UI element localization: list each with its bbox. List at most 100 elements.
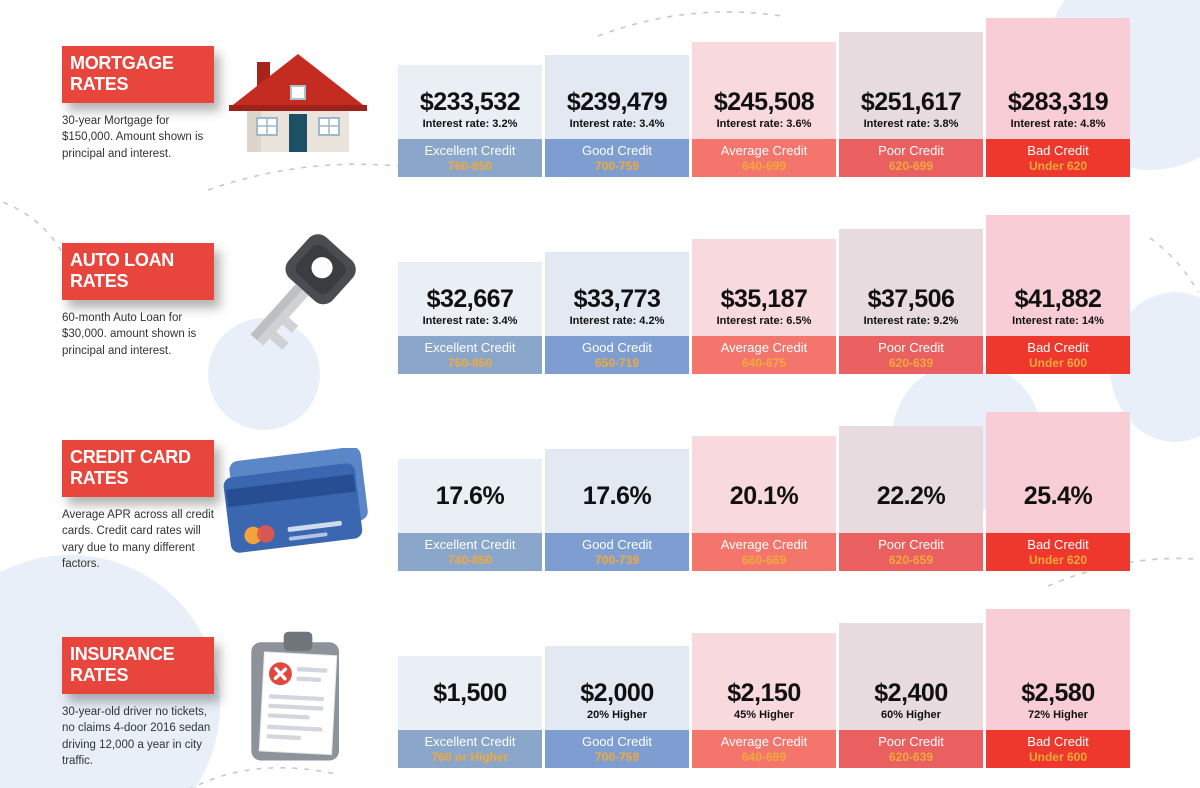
house-icon xyxy=(218,0,378,197)
rate-value: $33,773 xyxy=(573,285,661,313)
rate-column: 22.2% Poor Credit 620-659 xyxy=(839,426,983,571)
rate-column: 17.6% Good Credit 700-739 xyxy=(545,449,689,571)
rate-column: $251,617 Interest rate: 3.8% Poor Credit 62… xyxy=(839,32,983,177)
tier-range: 700-739 xyxy=(594,553,640,567)
rate-column: $283,319 Interest rate: 4.8% Bad Credit Und… xyxy=(986,18,1130,177)
rate-column: $41,882 Interest rate: 14% Bad Credit Under… xyxy=(986,215,1130,374)
row-title-box: Insurance Rates xyxy=(62,637,214,695)
rate-value: 25.4% xyxy=(1023,482,1093,510)
rate-columns: $1,500 Excellent Credit 760 or Higher $2,00… xyxy=(398,609,1130,768)
column-value-area: $1,500 xyxy=(398,656,542,730)
rate-value: $41,882 xyxy=(1014,285,1102,313)
rate-value: $2,150 xyxy=(727,679,801,707)
rate-value: 17.6% xyxy=(435,482,505,510)
tier-range: 700-759 xyxy=(594,159,640,173)
column-value-area: 22.2% xyxy=(839,426,983,533)
rate-row-mortgage: Mortgage Rates 30-year Mortgage for $150,… xyxy=(0,0,1200,197)
tier-range: 740-850 xyxy=(447,553,493,567)
tier-range: 650-719 xyxy=(594,356,640,370)
rate-subtext: 72% Higher xyxy=(1028,709,1088,721)
credit-tier-band: Good Credit 650-719 xyxy=(545,336,689,374)
tier-label: Excellent Credit xyxy=(424,340,516,355)
rate-subtext: Interest rate: 4.2% xyxy=(569,315,665,327)
tier-range: 640-675 xyxy=(741,356,787,370)
column-value-area: $2,400 60% Higher xyxy=(839,623,983,730)
rate-column: $33,773 Interest rate: 4.2% Good Credit 650… xyxy=(545,252,689,374)
credit-tier-band: Average Credit 640-699 xyxy=(692,730,836,768)
rate-row-auto-loan: Auto Loan Rates 60-month Auto Loan for $3… xyxy=(0,197,1200,394)
column-value-area: $2,000 20% Higher xyxy=(545,646,689,730)
rate-subtext: 20% Higher xyxy=(587,709,647,721)
column-value-area: $251,617 Interest rate: 3.8% xyxy=(839,32,983,139)
column-value-area: $2,150 45% Higher xyxy=(692,633,836,730)
tier-label: Excellent Credit xyxy=(424,734,516,749)
rate-value: $245,508 xyxy=(713,88,815,116)
tier-label: Good Credit xyxy=(581,537,653,552)
rate-subtext: 45% Higher xyxy=(734,709,794,721)
rate-subtext: Interest rate: 3.6% xyxy=(716,118,812,130)
column-value-area: 25.4% xyxy=(986,412,1130,533)
rate-subtext: Interest rate: 14% xyxy=(1012,315,1104,327)
row-title: Auto Loan Rates xyxy=(70,250,174,291)
tier-range: 760-850 xyxy=(447,356,493,370)
rate-value: $239,479 xyxy=(566,88,668,116)
tier-label: Average Credit xyxy=(720,143,808,158)
rate-subtext: Interest rate: 3.8% xyxy=(863,118,959,130)
credit-tier-band: Bad Credit Under 600 xyxy=(986,730,1130,768)
tier-range: Under 600 xyxy=(1028,356,1088,370)
rate-column: 17.6% Excellent Credit 740-850 xyxy=(398,459,542,571)
tier-range: 620-699 xyxy=(888,159,934,173)
row-info: Insurance Rates 30-year-old driver no tic… xyxy=(62,637,214,788)
tier-label: Average Credit xyxy=(720,340,808,355)
rate-subtext: Interest rate: 3.4% xyxy=(422,315,518,327)
column-value-area: $35,187 Interest rate: 6.5% xyxy=(692,239,836,336)
row-info: Auto Loan Rates 60-month Auto Loan for $3… xyxy=(62,243,214,394)
tier-label: Poor Credit xyxy=(878,340,944,355)
tier-label: Poor Credit xyxy=(878,143,944,158)
key-icon xyxy=(218,197,378,394)
rate-value: 20.1% xyxy=(729,482,799,510)
row-description: Average APR across all credit cards. Cre… xyxy=(62,509,214,570)
rate-column: $32,667 Interest rate: 3.4% Excellent Cred… xyxy=(398,262,542,374)
tier-range: 660-669 xyxy=(741,553,787,567)
tier-range: 760-850 xyxy=(447,159,493,173)
rate-value: $1,500 xyxy=(433,679,507,707)
tier-label: Bad Credit xyxy=(1027,143,1089,158)
tier-range: Under 620 xyxy=(1028,159,1088,173)
clipboard-icon xyxy=(218,591,378,788)
rate-row-insurance: Insurance Rates 30-year-old driver no tic… xyxy=(0,591,1200,788)
rate-value: $233,532 xyxy=(419,88,521,116)
credit-card-icon xyxy=(218,394,378,591)
rate-value: $2,000 xyxy=(580,679,654,707)
rate-column: $2,000 20% Higher Good Credit 700-759 xyxy=(545,646,689,768)
rate-column: 20.1% Average Credit 660-669 xyxy=(692,436,836,571)
tier-range: 700-759 xyxy=(594,750,640,764)
credit-tier-band: Good Credit 700-759 xyxy=(545,730,689,768)
credit-tier-band: Excellent Credit 740-850 xyxy=(398,533,542,571)
rate-column: $37,506 Interest rate: 9.2% Poor Credit 620… xyxy=(839,229,983,374)
column-value-area: $239,479 Interest rate: 3.4% xyxy=(545,55,689,139)
row-info: Mortgage Rates 30-year Mortgage for $150,… xyxy=(62,46,214,197)
column-value-area: 17.6% xyxy=(545,449,689,533)
column-value-area: $41,882 Interest rate: 14% xyxy=(986,215,1130,336)
rate-value: $35,187 xyxy=(720,285,808,313)
tier-label: Good Credit xyxy=(581,340,653,355)
rate-subtext: Interest rate: 6.5% xyxy=(716,315,812,327)
rate-value: $37,506 xyxy=(867,285,955,313)
rate-value: 22.2% xyxy=(876,482,946,510)
column-value-area: $32,667 Interest rate: 3.4% xyxy=(398,262,542,336)
column-value-area: $2,580 72% Higher xyxy=(986,609,1130,730)
rate-columns: 17.6% Excellent Credit 740-850 17.6% Good Cr… xyxy=(398,412,1130,571)
credit-tier-band: Good Credit 700-759 xyxy=(545,139,689,177)
tier-label: Good Credit xyxy=(581,734,653,749)
rate-column: $2,400 60% Higher Poor Credit 620-639 xyxy=(839,623,983,768)
tier-range: 760 or Higher xyxy=(431,750,509,764)
column-value-area: 17.6% xyxy=(398,459,542,533)
column-value-area: $33,773 Interest rate: 4.2% xyxy=(545,252,689,336)
rate-subtext: Interest rate: 3.2% xyxy=(422,118,518,130)
tier-label: Good Credit xyxy=(581,143,653,158)
credit-tier-band: Excellent Credit 760-850 xyxy=(398,336,542,374)
rate-value: $2,580 xyxy=(1021,679,1095,707)
